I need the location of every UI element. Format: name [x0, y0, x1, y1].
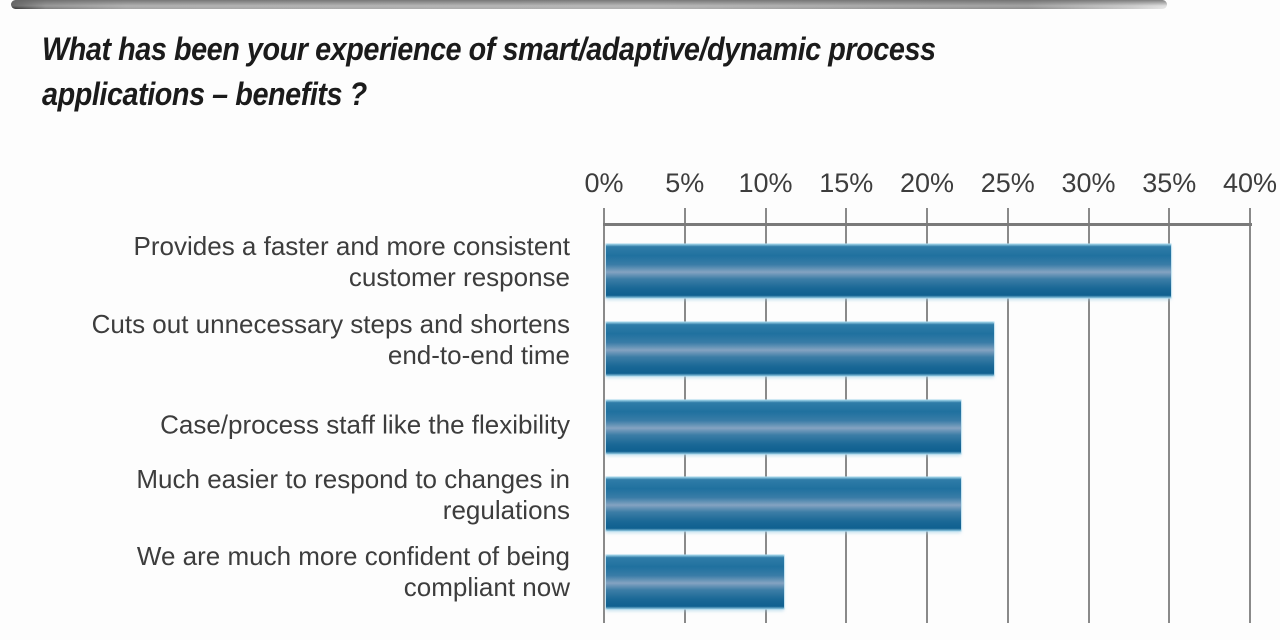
- category-label: Provides a faster and more consistent cu…: [133, 231, 570, 292]
- x-axis-tick-label: 30%: [1061, 168, 1116, 198]
- chart-title: What has been your experience of smart/a…: [42, 27, 936, 117]
- chart-title-line-2: applications – benefits ?: [42, 76, 367, 112]
- x-axis-tick-label: 25%: [980, 168, 1035, 198]
- bar: [606, 555, 784, 609]
- x-axis-tick-label: 15%: [819, 168, 874, 198]
- bar: [606, 400, 961, 454]
- gridline: [1168, 208, 1171, 623]
- gridline: [1249, 208, 1251, 623]
- gridline: [603, 208, 605, 623]
- x-axis-tick-label: 20%: [899, 168, 955, 198]
- category-label: We are much more confident of being comp…: [136, 541, 570, 602]
- chart-title-line-1: What has been your experience of smart/a…: [42, 31, 936, 67]
- x-axis-line: [603, 223, 1252, 226]
- bar: [606, 477, 961, 531]
- category-label: Case/process staff like the flexibility: [160, 409, 570, 440]
- x-axis-tick-label: 40%: [1222, 168, 1278, 198]
- x-axis-tick-label: 10%: [738, 168, 793, 198]
- plot-area: [603, 208, 1252, 624]
- x-axis-tick-label: 0%: [584, 168, 624, 198]
- bar: [606, 244, 1171, 298]
- x-axis-tick-label: 5%: [665, 168, 705, 198]
- slide-top-edge-decoration: [11, 0, 1167, 9]
- x-axis-tick-label: 35%: [1142, 168, 1197, 198]
- category-label: Much easier to respond to changes in reg…: [136, 464, 570, 525]
- gridline: [1006, 208, 1009, 623]
- gridline: [1087, 208, 1090, 623]
- bar: [606, 322, 994, 376]
- category-label: Cuts out unnecessary steps and shortens …: [91, 309, 570, 370]
